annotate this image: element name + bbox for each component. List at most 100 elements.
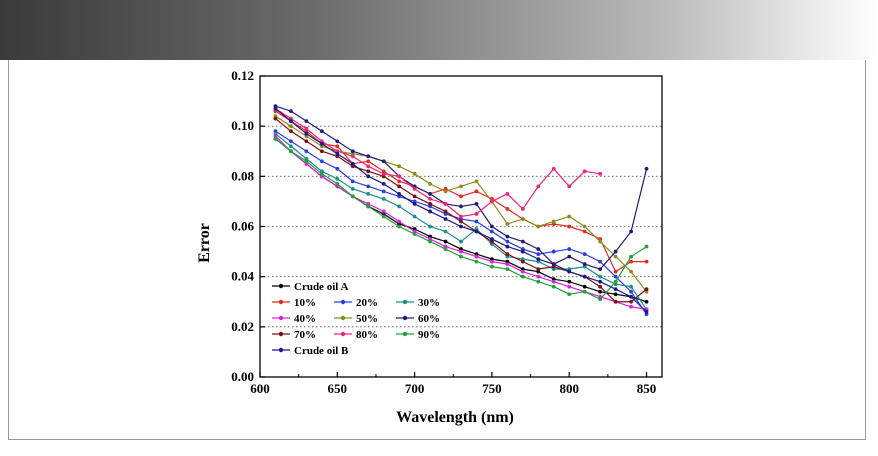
legend-label: 80% bbox=[356, 329, 378, 341]
legend-marker bbox=[278, 283, 284, 289]
data-point bbox=[412, 214, 417, 219]
data-point bbox=[366, 191, 371, 196]
data-point bbox=[474, 229, 479, 234]
data-point bbox=[505, 207, 510, 211]
y-tick-label: 0.10 bbox=[231, 118, 254, 133]
data-point bbox=[613, 269, 618, 274]
data-point bbox=[319, 141, 324, 146]
data-point bbox=[304, 159, 309, 164]
data-point bbox=[319, 149, 324, 154]
data-point bbox=[582, 284, 587, 289]
data-point bbox=[428, 191, 432, 196]
data-point bbox=[536, 224, 541, 229]
data-point bbox=[443, 202, 448, 206]
data-point bbox=[505, 234, 510, 239]
data-point bbox=[613, 287, 618, 292]
data-point bbox=[536, 279, 541, 284]
data-point bbox=[304, 131, 309, 136]
x-tick-label: 800 bbox=[559, 381, 579, 396]
data-point bbox=[490, 229, 494, 234]
data-point bbox=[598, 284, 603, 289]
data-point bbox=[319, 129, 324, 134]
data-point bbox=[536, 267, 541, 272]
legend-label: 10% bbox=[294, 297, 316, 309]
data-point bbox=[644, 299, 649, 304]
data-point bbox=[582, 262, 587, 267]
data-point bbox=[412, 171, 417, 176]
data-point bbox=[381, 159, 386, 164]
data-point bbox=[428, 202, 432, 206]
data-point bbox=[629, 299, 633, 304]
data-point bbox=[567, 184, 572, 189]
legend-marker bbox=[340, 299, 346, 305]
legend-marker bbox=[340, 331, 346, 337]
data-point bbox=[613, 299, 618, 304]
data-point bbox=[350, 179, 355, 184]
data-point bbox=[629, 229, 633, 234]
data-point bbox=[474, 259, 479, 264]
data-point bbox=[366, 154, 371, 159]
data-point bbox=[505, 262, 510, 267]
data-point bbox=[335, 181, 340, 186]
data-point bbox=[289, 109, 293, 114]
data-point bbox=[350, 194, 355, 199]
legend-label: 20% bbox=[356, 297, 378, 309]
data-point bbox=[397, 191, 402, 196]
data-point bbox=[474, 254, 479, 259]
data-point bbox=[551, 166, 556, 171]
data-point bbox=[567, 214, 572, 219]
data-point bbox=[397, 184, 402, 189]
data-point bbox=[567, 269, 572, 274]
data-point bbox=[644, 309, 649, 314]
data-point bbox=[412, 202, 417, 206]
data-point bbox=[613, 292, 618, 297]
legend-marker bbox=[278, 299, 284, 305]
data-point bbox=[490, 259, 494, 264]
data-point bbox=[412, 194, 417, 199]
data-point bbox=[629, 259, 633, 264]
data-point bbox=[397, 204, 402, 209]
data-point bbox=[520, 249, 525, 254]
data-point bbox=[490, 224, 494, 229]
data-point bbox=[381, 209, 386, 214]
series-line bbox=[275, 108, 601, 218]
data-point bbox=[598, 171, 603, 176]
legend-marker bbox=[278, 347, 284, 353]
data-point bbox=[598, 279, 603, 284]
data-point bbox=[335, 151, 340, 156]
data-point bbox=[366, 164, 371, 169]
series-crude-oil-b bbox=[273, 106, 649, 314]
data-point bbox=[520, 207, 525, 211]
data-point bbox=[443, 189, 448, 194]
data-point bbox=[335, 166, 340, 171]
data-point bbox=[551, 219, 556, 224]
legend-label: 60% bbox=[418, 313, 440, 325]
data-point bbox=[459, 219, 463, 224]
data-point bbox=[520, 217, 525, 221]
y-axis-label: Error bbox=[196, 223, 213, 263]
data-point bbox=[289, 144, 293, 149]
data-point bbox=[366, 184, 371, 189]
data-point bbox=[366, 159, 371, 164]
data-point bbox=[443, 239, 448, 244]
data-point bbox=[459, 184, 463, 189]
data-point bbox=[459, 254, 463, 259]
data-point bbox=[551, 279, 556, 284]
data-point bbox=[350, 186, 355, 191]
data-point bbox=[629, 269, 633, 274]
x-tick-label: 750 bbox=[482, 381, 502, 396]
data-point bbox=[474, 202, 479, 206]
data-point bbox=[582, 224, 587, 229]
data-point bbox=[428, 209, 432, 214]
data-point bbox=[536, 252, 541, 256]
data-point bbox=[381, 171, 386, 176]
data-point bbox=[381, 197, 386, 201]
data-point bbox=[613, 254, 618, 259]
data-point bbox=[567, 224, 572, 229]
data-point bbox=[613, 274, 618, 279]
data-point bbox=[381, 214, 386, 219]
data-point bbox=[397, 219, 402, 224]
y-tick-label: 0.08 bbox=[231, 168, 254, 183]
data-point bbox=[459, 239, 463, 244]
y-tick-label: 0.04 bbox=[231, 269, 254, 284]
